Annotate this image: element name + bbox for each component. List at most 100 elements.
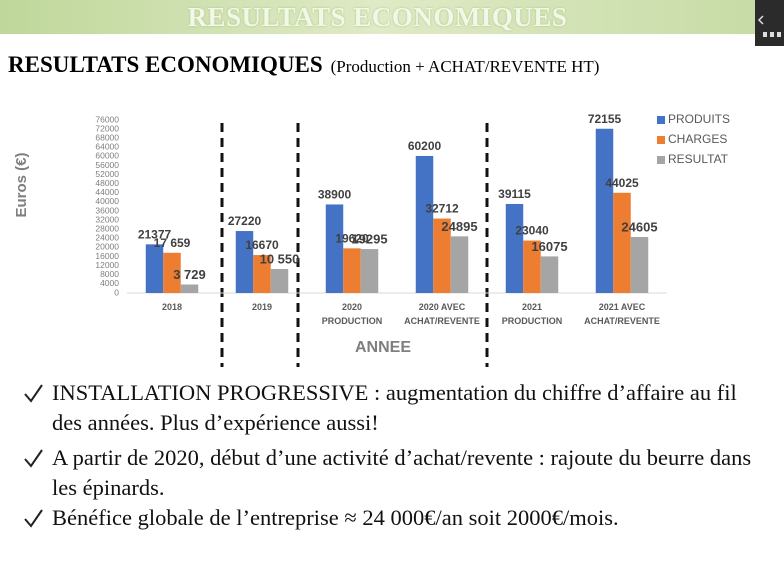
data-label: 19295 xyxy=(351,232,387,247)
legend-label: CHARGES xyxy=(668,132,727,146)
bar xyxy=(613,192,631,293)
x-axis-label: ANNEE xyxy=(355,339,411,356)
data-label: 32712 xyxy=(425,202,459,216)
bar xyxy=(505,203,524,293)
legend-label: RESULTAT xyxy=(668,152,729,166)
data-label: 17 659 xyxy=(154,236,191,250)
x-tick-label-line: PRODUCTION xyxy=(322,316,383,326)
y-axis-label: Euros (€) xyxy=(13,152,30,217)
x-tick-label: 2019 xyxy=(252,302,272,312)
y-tick-label: 60000 xyxy=(95,151,119,161)
bar xyxy=(360,249,379,293)
bullet: A partir de 2020, début d’une activité d… xyxy=(52,445,752,500)
bullet: INSTALLATION PROGRESSIVE : augmentation … xyxy=(52,380,737,435)
bar xyxy=(595,128,614,293)
bar xyxy=(180,284,199,293)
bullet: Bénéfice globale de l’entreprise ≈ 24 00… xyxy=(52,505,619,530)
title: RESULTATS ECONOMIQUES xyxy=(8,52,323,77)
x-tick-label-line: 2018 xyxy=(162,302,182,312)
data-label: 24895 xyxy=(441,219,477,234)
bar xyxy=(253,255,271,293)
x-tick-label-line: 2020 AVEC xyxy=(419,302,466,312)
x-tick-label: 2021 AVEC ACHAT/REVENTE xyxy=(584,302,660,326)
data-label: 24605 xyxy=(621,219,657,234)
y-tick-label: 0 xyxy=(114,287,119,297)
y-tick-label: 12000 xyxy=(95,260,119,270)
data-label: 39115 xyxy=(498,187,531,201)
legend-swatch xyxy=(657,116,665,124)
x-tick-label: 2020 AVEC ACHAT/REVENTE xyxy=(404,302,480,326)
bar xyxy=(270,268,289,293)
banner: RESULTATS ECONOMIQUES xyxy=(0,0,755,34)
side-toolbar xyxy=(755,0,784,46)
data-label: 16670 xyxy=(245,238,279,252)
x-tick-label-line: ACHAT/REVENTE xyxy=(404,316,480,326)
y-tick-label: 32000 xyxy=(95,214,119,224)
check-icon xyxy=(24,384,43,403)
bar xyxy=(145,244,164,293)
chart: Euros (€) ANNEE 040008000120001600020000… xyxy=(13,112,730,367)
bar xyxy=(343,248,361,293)
y-tick-label: 72000 xyxy=(95,123,119,133)
y-tick-label: 44000 xyxy=(95,187,119,197)
x-tick-label-line: ACHAT/REVENTE xyxy=(584,316,660,326)
x-tick-label-line: 2021 xyxy=(522,302,542,312)
y-tick-label: 24000 xyxy=(95,233,119,243)
data-label: 19620 xyxy=(335,232,369,246)
data-label: 23040 xyxy=(515,224,549,238)
data-label: 10 550 xyxy=(260,251,300,266)
y-tick-label: 56000 xyxy=(95,160,119,170)
icon[interactable] xyxy=(770,32,774,37)
data-label: 16075 xyxy=(531,239,567,254)
data-label: 72155 xyxy=(588,112,622,126)
data-label: 27220 xyxy=(228,214,262,228)
back-icon[interactable] xyxy=(757,15,764,25)
y-tick-label: 16000 xyxy=(95,251,119,261)
bar xyxy=(450,236,469,293)
y-tick-label: 64000 xyxy=(95,142,119,152)
legend-swatch xyxy=(657,156,665,164)
bar xyxy=(433,218,451,293)
data-label: 38900 xyxy=(318,188,352,202)
bar xyxy=(235,231,254,293)
y-tick-label: 68000 xyxy=(95,132,119,142)
data-label: 3 729 xyxy=(173,267,206,282)
legend-label: PRODUITS xyxy=(668,112,730,126)
y-tick-label: 4000 xyxy=(100,278,119,288)
check-icon xyxy=(24,509,43,528)
data-label: 60200 xyxy=(408,139,442,153)
check-icon xyxy=(24,449,43,468)
y-tick-label: 8000 xyxy=(100,269,119,279)
slide-title: RESULTATS ECONOMIQUES (Production + ACHA… xyxy=(8,52,599,78)
y-tick-label: 28000 xyxy=(95,224,119,234)
x-tick-label-line: PRODUCTION xyxy=(502,316,563,326)
data-label: 21377 xyxy=(138,228,172,242)
y-tick-label: 40000 xyxy=(95,196,119,206)
legend-swatch xyxy=(657,136,665,144)
y-tick-label: 52000 xyxy=(95,169,119,179)
bar xyxy=(415,155,434,293)
separators xyxy=(220,123,489,367)
x-tick-label-line: 2020 xyxy=(342,302,362,312)
y-tick-label: 20000 xyxy=(95,242,119,252)
bar xyxy=(540,256,559,293)
x-tick-label-line: 2019 xyxy=(252,302,272,312)
bar xyxy=(523,240,541,293)
x-tick-label-line: 2021 AVEC xyxy=(599,302,646,312)
bar xyxy=(630,236,649,293)
y-tick-label: 48000 xyxy=(95,178,119,188)
x-tick-label: 2021 PRODUCTION xyxy=(502,302,563,326)
icon[interactable] xyxy=(777,32,781,37)
toolbar-icons xyxy=(757,15,781,37)
y-tick-label: 36000 xyxy=(95,205,119,215)
bar xyxy=(163,252,181,293)
x-tick-label: 2018 xyxy=(162,302,182,312)
x-tick-label: 2020 PRODUCTION xyxy=(322,302,383,326)
y-tick-label: 76000 xyxy=(95,114,119,124)
bar xyxy=(325,204,344,293)
banner-title: RESULTATS ECONOMIQUES xyxy=(187,2,568,32)
subtitle: (Production + ACHAT/REVENTE HT) xyxy=(330,57,600,76)
data-label: 44025 xyxy=(605,176,639,190)
icon[interactable] xyxy=(763,32,767,37)
